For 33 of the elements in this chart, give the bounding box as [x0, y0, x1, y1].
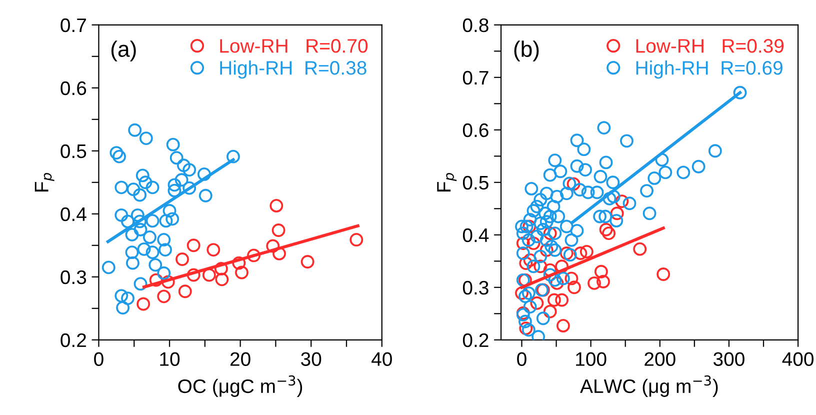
- y-tick-label: 0.4: [60, 207, 86, 222]
- y-axis-title: F$_{p}$: [437, 173, 457, 192]
- annotation: (a): [111, 40, 136, 62]
- x-tick-label: 10: [160, 352, 180, 366]
- legend-label: High-RH R=0.69: [636, 60, 782, 79]
- legend-label: Low-RH R=0.70: [220, 39, 368, 53]
- y-tick-label: 0.6: [462, 123, 488, 138]
- x-tick-label: 0: [517, 352, 526, 366]
- y-tick-label: 0.2: [462, 333, 488, 348]
- x-tick-label: 300: [713, 352, 744, 366]
- x-axis-title: ALWC (μg m$^{−3}$): [580, 375, 718, 397]
- x-tick-label: 100: [576, 352, 606, 366]
- y-tick-label: 0.3: [462, 280, 488, 295]
- x-tick-label: 30: [301, 352, 322, 366]
- x-tick-label: 400: [782, 352, 814, 366]
- y-tick-label: 0.5: [462, 176, 488, 190]
- legend-label: Low-RH R=0.39: [636, 39, 784, 53]
- y-tick-label: 0.5: [60, 144, 86, 158]
- x-tick-label: 200: [644, 352, 676, 366]
- x-tick-label: 40: [372, 352, 392, 366]
- x-tick-label: 0: [94, 352, 104, 366]
- y-tick-label: 0.4: [462, 228, 489, 242]
- x-tick-label: 20: [230, 352, 250, 366]
- y-tick-label: 0.3: [60, 270, 86, 284]
- x-axis-title: OC (μgC m$^{−3}$): [178, 375, 302, 397]
- annotation: (b): [514, 40, 539, 62]
- y-tick-label: 0.7: [462, 70, 488, 85]
- y-tick-label: 0.2: [60, 333, 86, 348]
- y-tick-label: 0.6: [60, 81, 86, 96]
- y-axis-title: F$_{p}$: [34, 173, 54, 192]
- y-tick-label: 0.8: [462, 18, 488, 32]
- y-tick-label: 0.7: [60, 18, 86, 32]
- legend-label: High-RH R=0.38: [220, 60, 366, 79]
